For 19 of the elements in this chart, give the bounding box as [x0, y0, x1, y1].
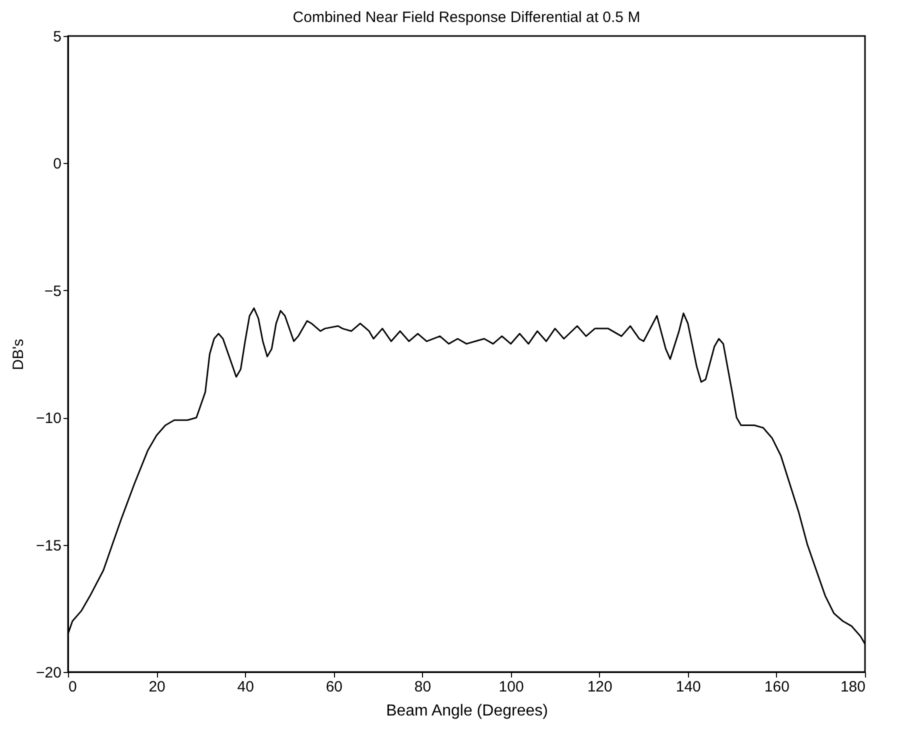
x-axis-title: Beam Angle (Degrees): [386, 702, 548, 720]
x-tick-label: 0: [68, 678, 77, 696]
x-tick-label: 180: [840, 678, 866, 696]
x-tick-label: 80: [414, 678, 432, 696]
y-tick-label: −15: [36, 537, 62, 554]
x-tick-label: 40: [237, 678, 254, 696]
y-axis-title: DB's: [10, 338, 28, 370]
chart-title: Combined Near Field Response Differential at 0.5 M: [292, 9, 640, 26]
y-tick-label: −20: [36, 664, 62, 682]
y-tick-label: −10: [36, 410, 62, 428]
y-tick-label: 0: [53, 156, 62, 173]
y-tick-label: −5: [44, 282, 62, 300]
x-tick-label: 60: [326, 678, 343, 696]
x-tick-label: 120: [587, 678, 612, 696]
x-tick-label: 160: [764, 678, 790, 696]
x-tick-label: 20: [148, 678, 166, 696]
x-tick-label: 140: [676, 678, 701, 696]
x-tick-label: 100: [498, 678, 524, 696]
y-tick-label: 5: [53, 28, 62, 46]
